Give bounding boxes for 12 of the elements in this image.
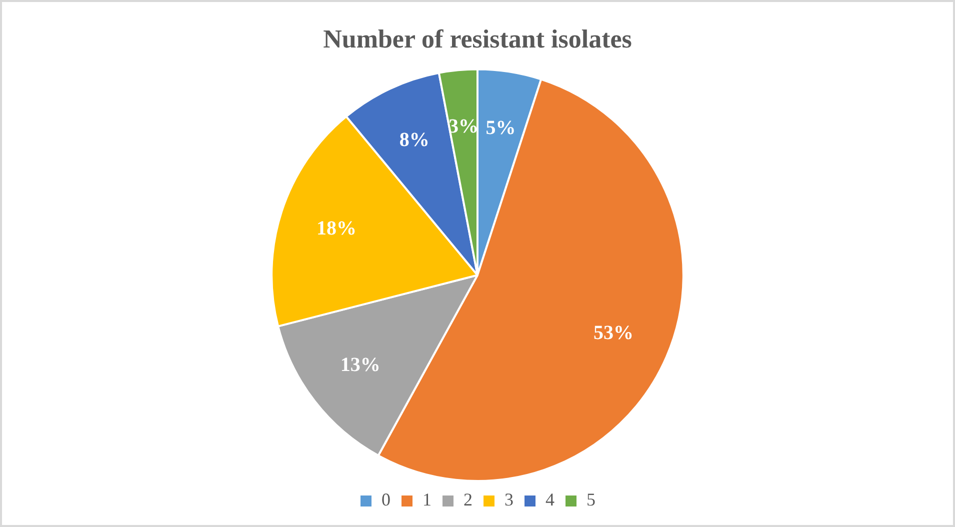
- data-label: 13%: [340, 354, 380, 376]
- legend-label: 3: [504, 490, 514, 510]
- legend-label: 4: [546, 490, 554, 510]
- chart-title: Number of resistant isolates: [323, 24, 632, 54]
- legend-label: 1: [422, 490, 432, 510]
- data-label: 5%: [486, 116, 516, 139]
- data-label: 53%: [594, 322, 634, 344]
- legend-label: 5: [586, 490, 596, 510]
- legend-label: 2: [464, 490, 472, 510]
- legend-label: 0: [382, 490, 390, 510]
- data-label: 8%: [399, 129, 430, 152]
- data-label: 18%: [316, 217, 357, 240]
